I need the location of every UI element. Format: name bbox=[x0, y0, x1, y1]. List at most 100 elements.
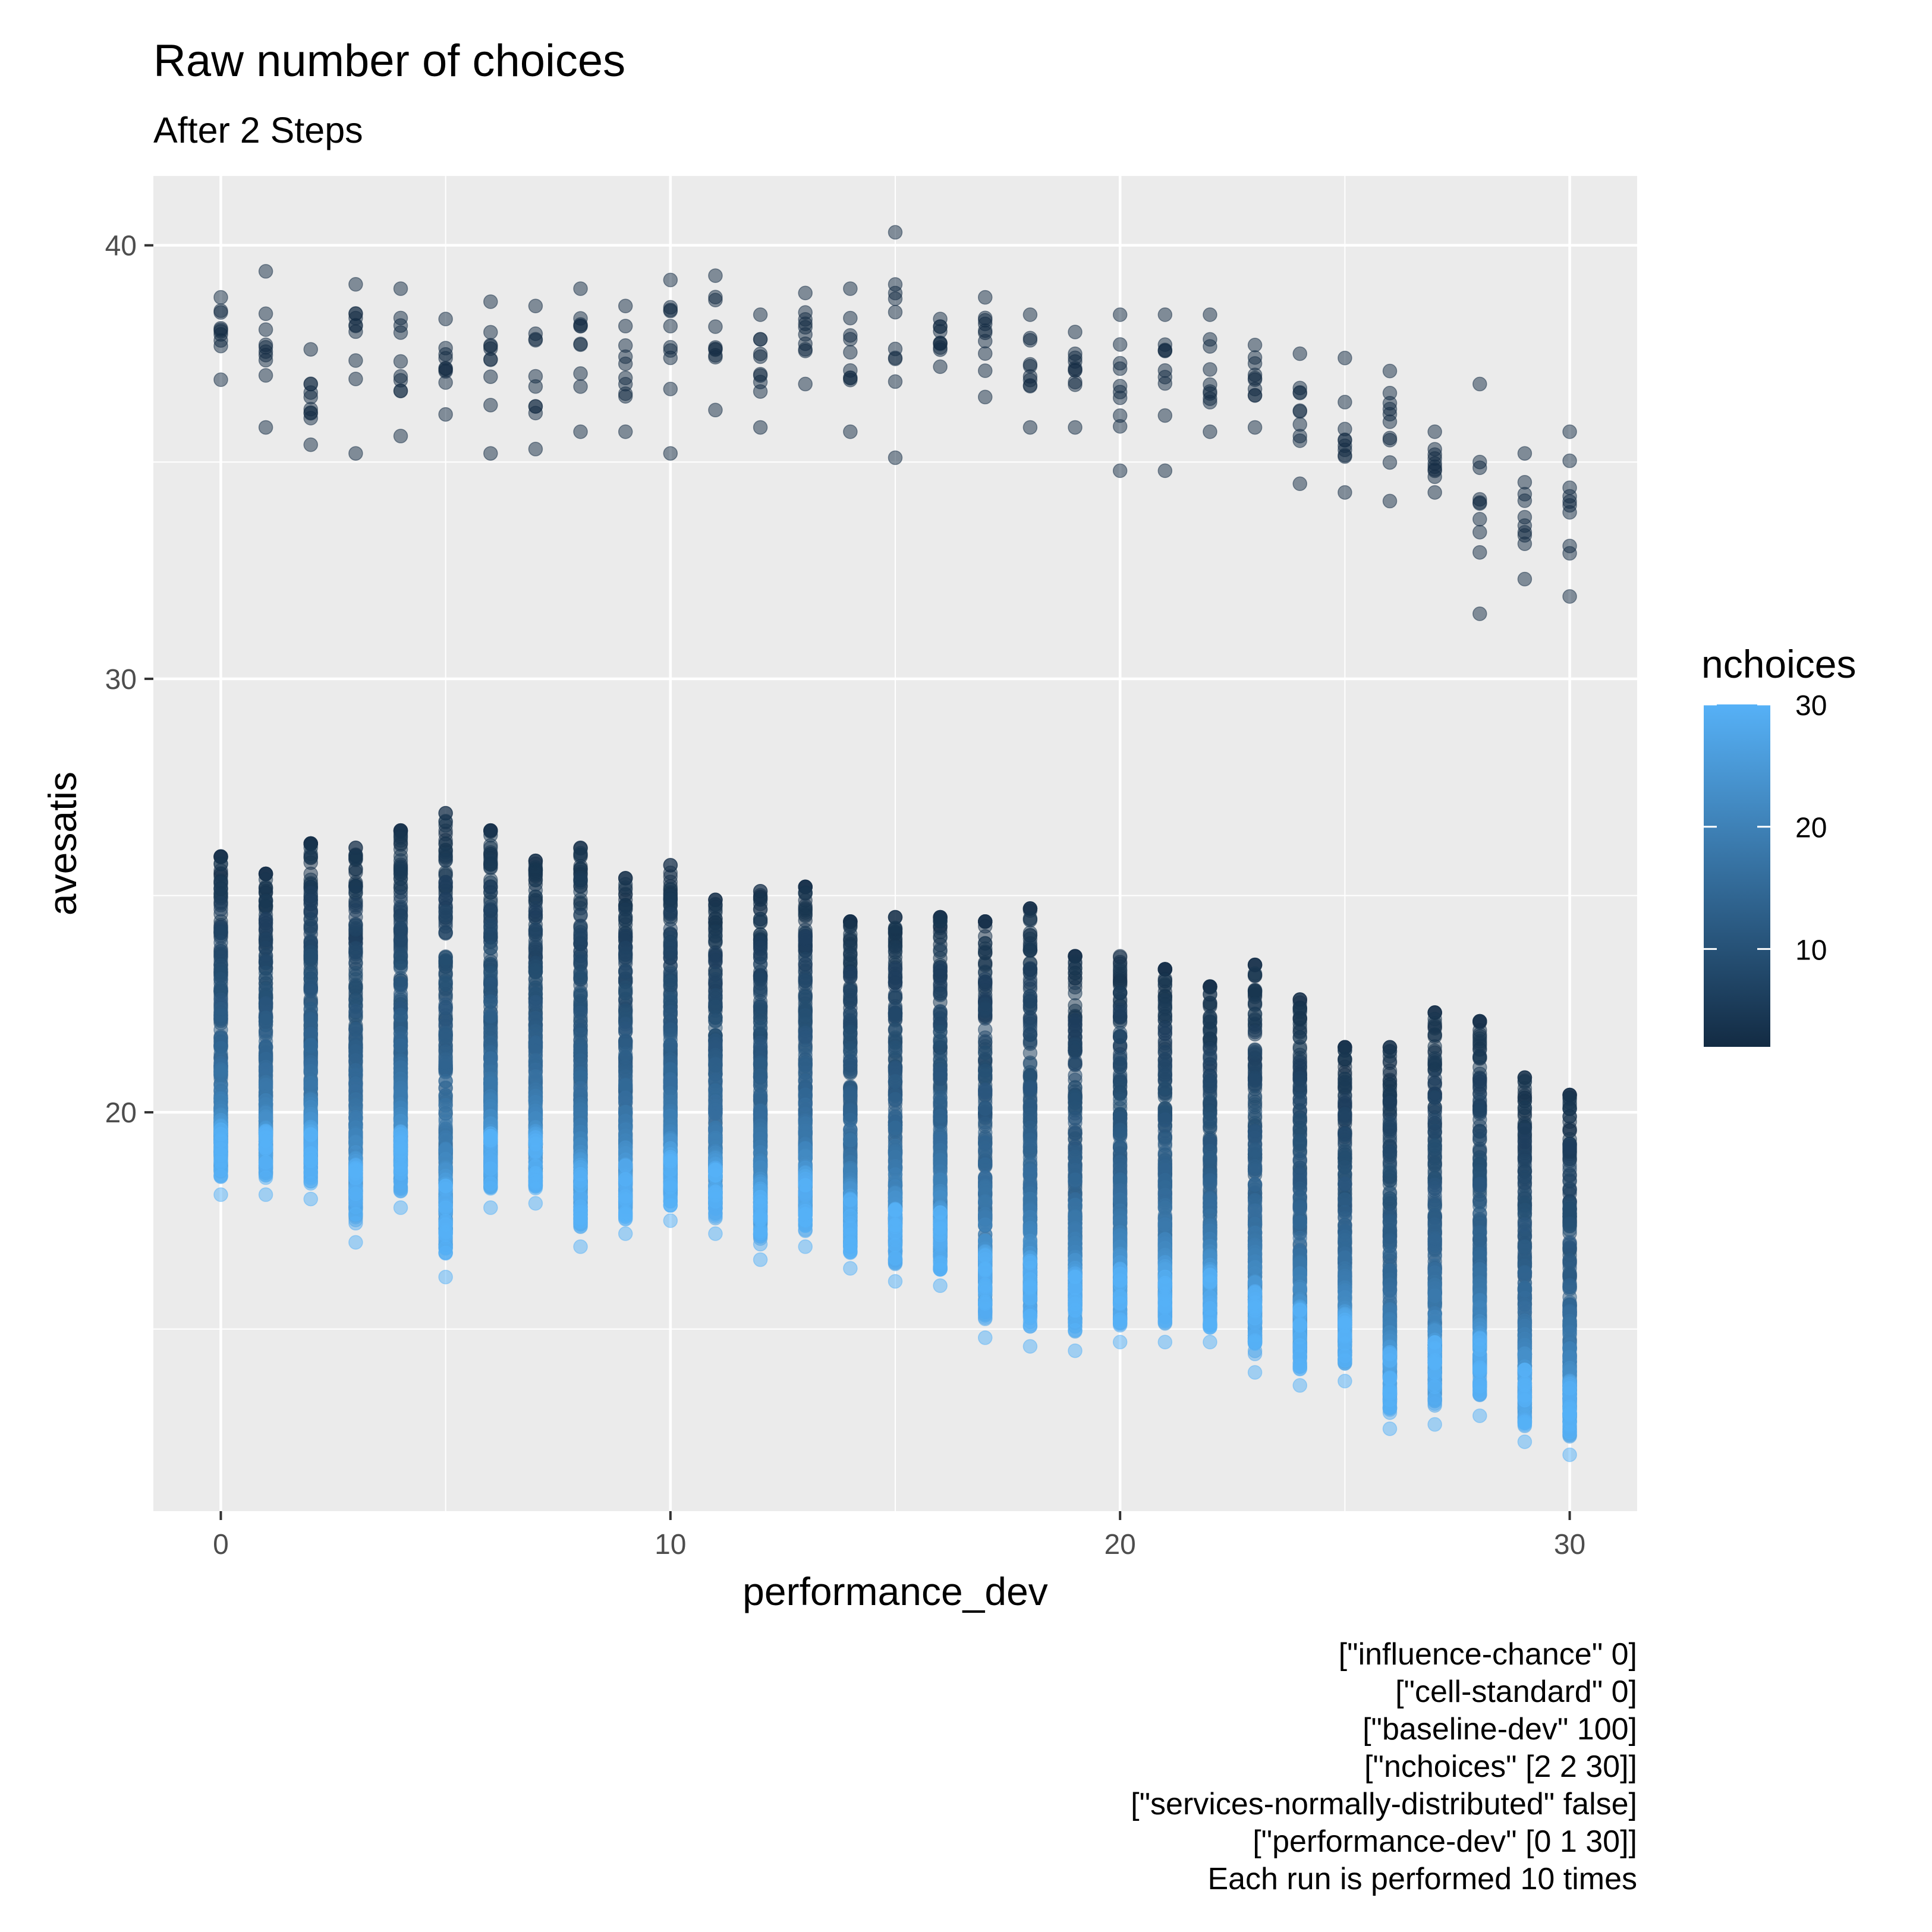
data-point bbox=[1292, 404, 1307, 419]
data-point bbox=[1517, 536, 1533, 551]
data-point bbox=[258, 1011, 273, 1025]
data-point bbox=[258, 965, 273, 981]
data-point bbox=[618, 1158, 633, 1173]
data-point bbox=[483, 341, 498, 356]
data-point bbox=[303, 1127, 318, 1142]
data-point bbox=[258, 932, 273, 947]
data-point bbox=[393, 325, 408, 340]
data-point bbox=[438, 847, 453, 863]
data-point bbox=[348, 353, 363, 368]
data-point bbox=[753, 1210, 768, 1225]
data-point bbox=[393, 1184, 408, 1199]
data-point bbox=[1203, 424, 1217, 439]
data-point bbox=[528, 442, 543, 457]
data-point bbox=[618, 1046, 633, 1062]
data-point bbox=[438, 1269, 453, 1285]
data-point bbox=[438, 361, 453, 376]
data-point bbox=[1157, 408, 1173, 423]
data-point bbox=[1247, 370, 1263, 386]
data-point bbox=[843, 1089, 858, 1104]
data-point bbox=[528, 1181, 543, 1196]
data-point bbox=[708, 1184, 723, 1199]
data-point bbox=[663, 339, 678, 355]
data-point bbox=[888, 943, 903, 958]
data-point bbox=[348, 372, 363, 386]
data-point bbox=[573, 986, 588, 1002]
data-points bbox=[213, 225, 1577, 1462]
data-point bbox=[618, 909, 633, 924]
data-point bbox=[1247, 420, 1263, 435]
data-point bbox=[213, 1041, 228, 1056]
data-point bbox=[933, 335, 948, 350]
data-point bbox=[1112, 385, 1128, 399]
data-point bbox=[618, 338, 633, 353]
data-point bbox=[573, 873, 588, 888]
data-point bbox=[933, 1031, 948, 1046]
data-point bbox=[618, 356, 633, 372]
data-point bbox=[1022, 420, 1038, 435]
data-point bbox=[933, 1003, 948, 1019]
data-point bbox=[1382, 493, 1398, 509]
data-point bbox=[753, 935, 768, 951]
data-point bbox=[213, 338, 228, 354]
data-point bbox=[348, 324, 363, 339]
data-point bbox=[483, 1176, 498, 1191]
data-point bbox=[438, 311, 453, 326]
data-point bbox=[1382, 433, 1398, 448]
data-point bbox=[888, 990, 903, 1005]
data-point bbox=[753, 1055, 768, 1071]
data-point bbox=[258, 348, 273, 363]
data-point bbox=[438, 975, 453, 990]
data-point bbox=[393, 1038, 408, 1053]
data-point bbox=[1562, 480, 1577, 495]
data-point bbox=[483, 1051, 498, 1066]
data-point bbox=[888, 450, 903, 465]
data-point bbox=[753, 957, 768, 972]
data-point bbox=[753, 1252, 768, 1267]
data-point bbox=[843, 1009, 858, 1024]
data-point bbox=[888, 1202, 903, 1217]
data-point bbox=[573, 1005, 588, 1020]
data-point bbox=[843, 345, 858, 360]
data-point bbox=[1292, 417, 1307, 432]
data-point bbox=[483, 995, 498, 1009]
data-point bbox=[753, 332, 768, 347]
data-point bbox=[438, 375, 453, 390]
data-point bbox=[1112, 355, 1128, 371]
data-point bbox=[843, 1132, 858, 1147]
data-point bbox=[393, 383, 408, 399]
data-point bbox=[753, 307, 768, 322]
data-point bbox=[933, 987, 948, 1003]
data-point bbox=[753, 1020, 768, 1035]
data-point bbox=[258, 880, 273, 896]
data-point bbox=[303, 342, 318, 357]
data-point bbox=[393, 310, 408, 326]
data-point bbox=[528, 1069, 543, 1084]
data-point bbox=[1472, 545, 1487, 560]
data-point bbox=[1338, 485, 1352, 500]
data-point bbox=[438, 1028, 453, 1043]
data-point bbox=[213, 857, 228, 871]
data-point bbox=[618, 319, 633, 333]
data-point bbox=[528, 883, 543, 898]
data-point bbox=[1517, 446, 1533, 461]
data-point bbox=[438, 1098, 453, 1113]
data-point bbox=[1112, 463, 1128, 479]
data-point bbox=[798, 952, 813, 967]
data-point bbox=[483, 977, 498, 992]
data-point bbox=[573, 379, 588, 394]
data-point bbox=[348, 277, 363, 292]
chart-subtitle: After 2 Steps bbox=[153, 110, 363, 150]
data-point bbox=[573, 424, 588, 439]
data-point bbox=[303, 1164, 318, 1179]
data-point bbox=[843, 1261, 858, 1276]
data-point bbox=[303, 847, 318, 861]
data-point bbox=[348, 898, 363, 912]
data-point bbox=[393, 1008, 408, 1022]
data-point bbox=[1382, 363, 1398, 379]
data-point bbox=[1203, 384, 1217, 399]
data-point bbox=[528, 298, 543, 314]
data-point bbox=[348, 1022, 363, 1037]
data-point bbox=[1472, 524, 1487, 540]
data-point bbox=[528, 1196, 543, 1211]
